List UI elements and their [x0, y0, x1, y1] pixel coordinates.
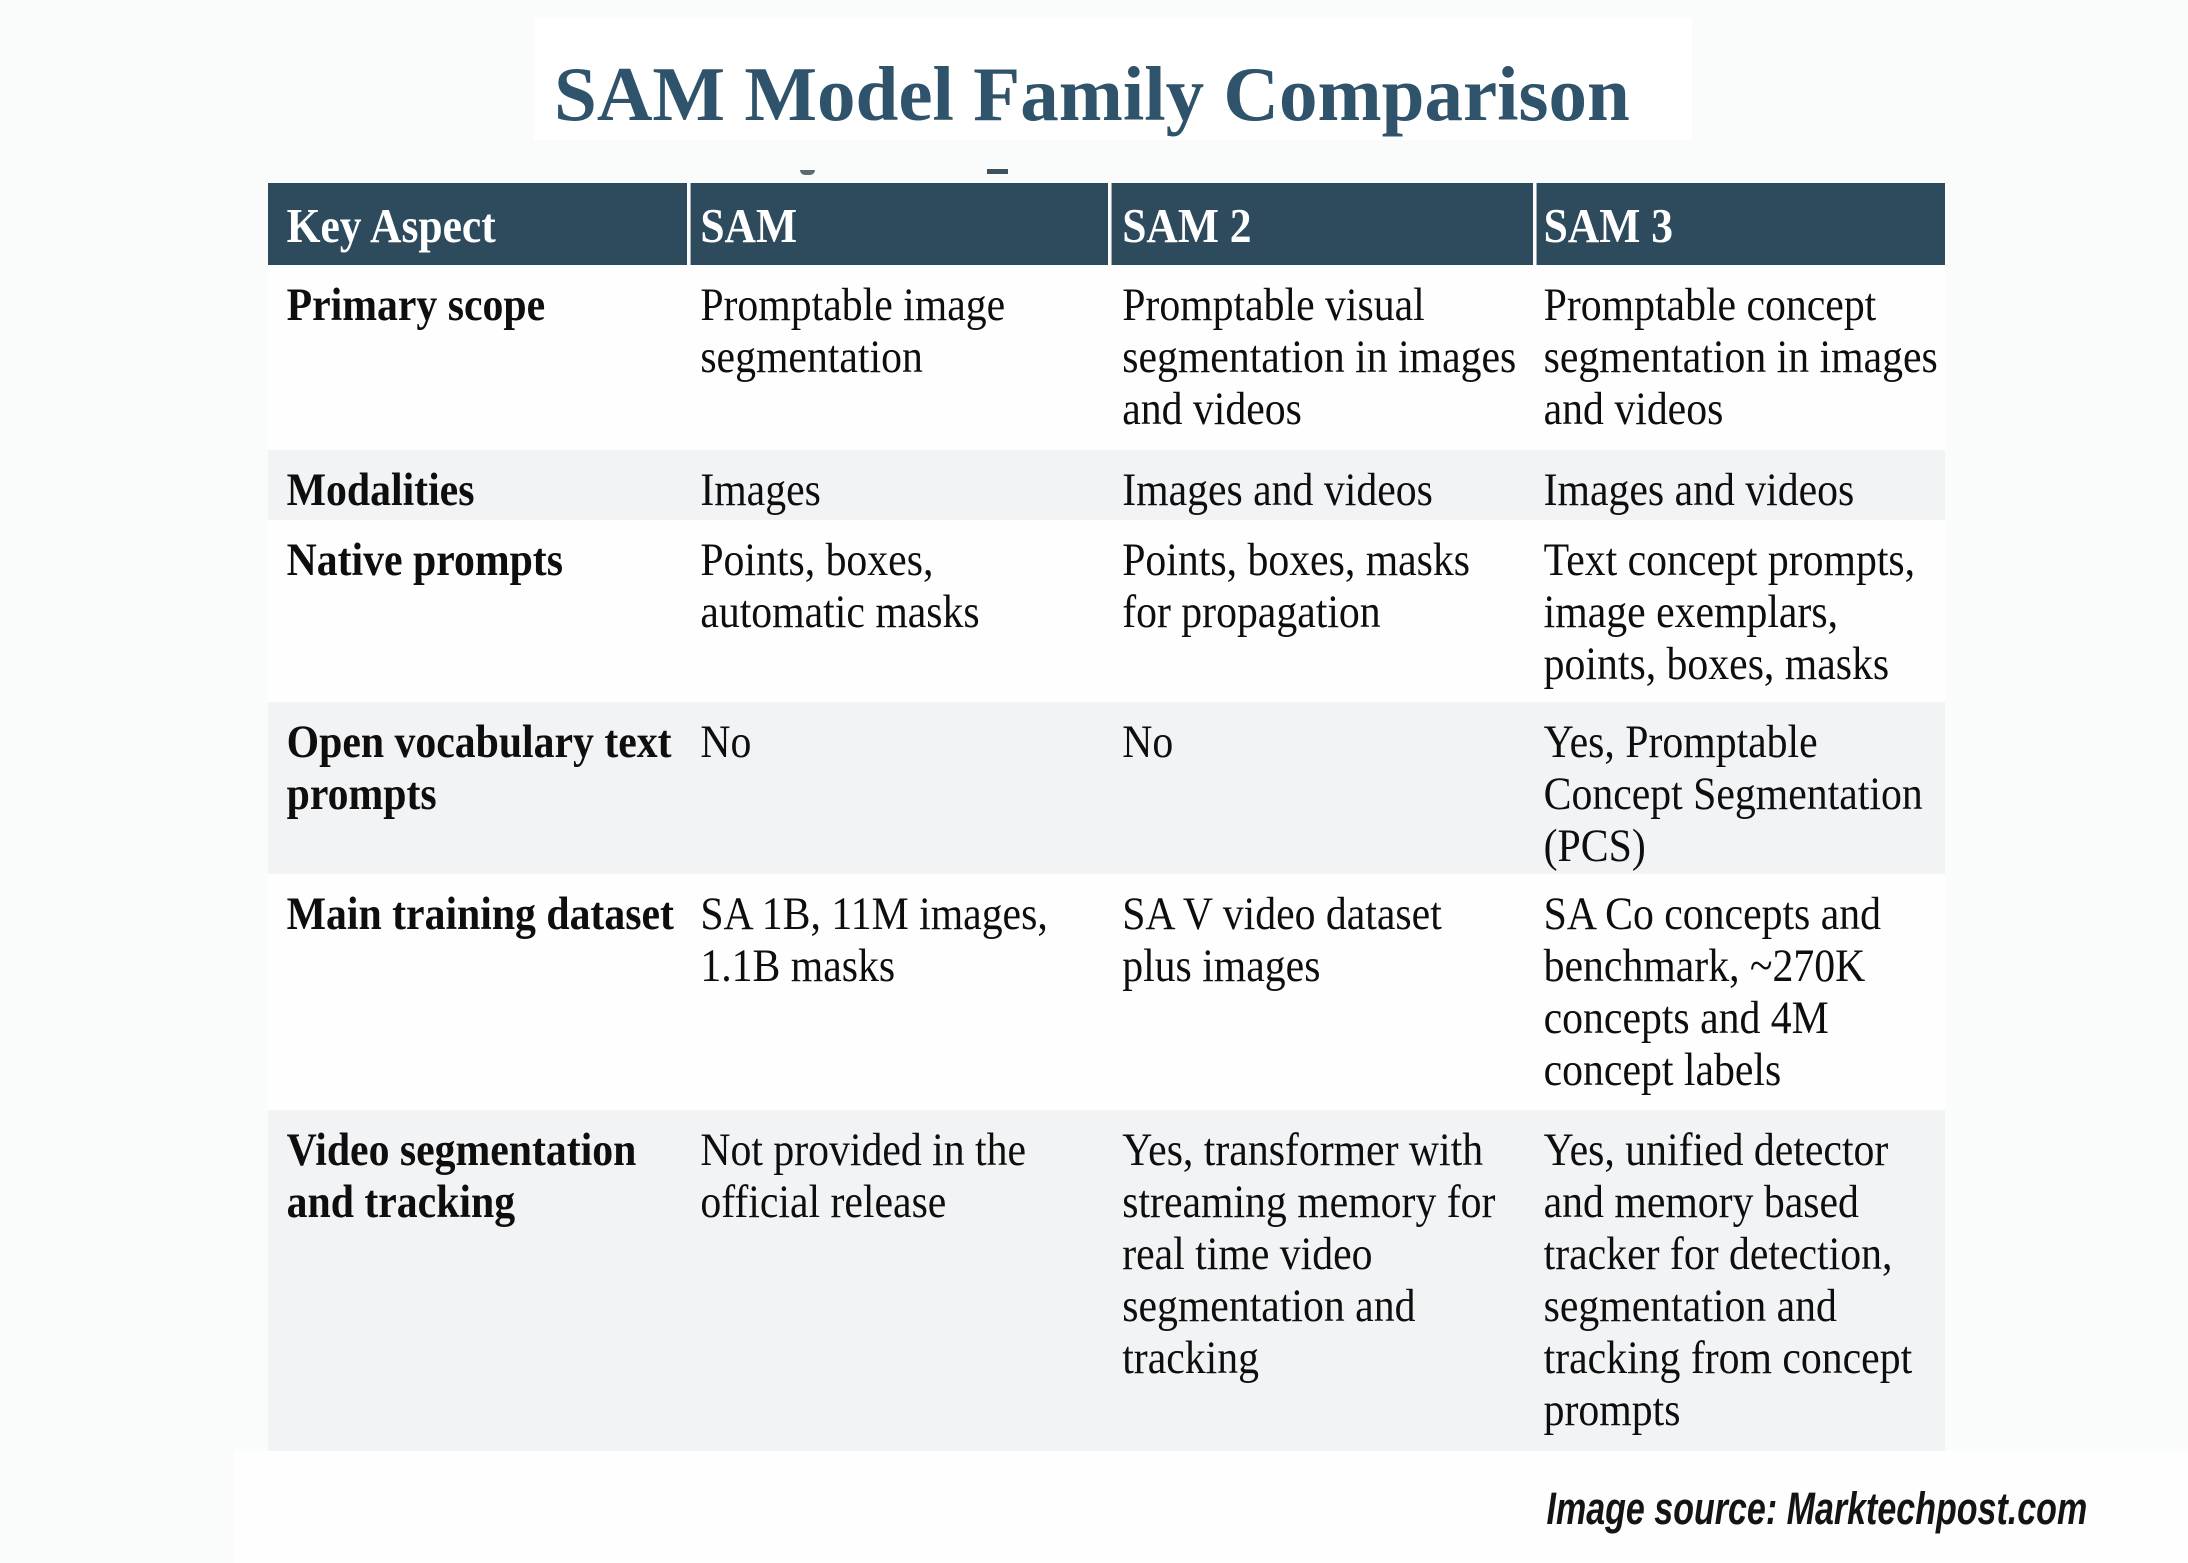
table-row-video-segmentation-and-tracking: Video segmentation and tracking Not prov… — [268, 1110, 1945, 1451]
title-background-band — [534, 18, 1692, 140]
cell-sam2: Points, boxes, masks for propagation — [1122, 534, 1471, 638]
cell-sam3: Images and videos — [1543, 464, 1855, 516]
row-label: Native prompts — [286, 534, 563, 586]
column-header-sam3: SAM 3 — [1533, 183, 1899, 265]
cell-sam: Not provided in the official release — [700, 1124, 1027, 1228]
table-row-primary-scope: Primary scope Promptable image segmentat… — [268, 265, 1945, 450]
table-row-modalities: Modalities Images Images and videos Imag… — [268, 450, 1945, 520]
cell-sam3: SA Co concepts and benchmark, ~270K conc… — [1543, 888, 1881, 1096]
cropped-text-artifact-2 — [987, 169, 1008, 174]
cell-sam: SA 1B, 11M images, 1.1B masks — [700, 888, 1048, 992]
cell-sam3: Yes, unified detector and memory based t… — [1543, 1124, 1913, 1436]
cell-sam2: Yes, transformer with streaming memory f… — [1122, 1124, 1496, 1384]
page-title: SAM Model Family Comparison — [554, 51, 1630, 137]
cell-sam3: Text concept prompts, image exemplars, p… — [1543, 534, 1916, 690]
cell-sam3: Yes, Promptable Concept Segmentation (PC… — [1543, 716, 1923, 872]
column-header-sam: SAM — [687, 183, 1061, 265]
table-header-row: Key Aspect SAM SAM 2 SAM 3 — [268, 183, 1945, 265]
table-row-main-training-dataset: Main training dataset SA 1B, 11M images,… — [268, 874, 1945, 1110]
cell-sam2: Images and videos — [1122, 464, 1433, 516]
cell-sam: No — [700, 716, 752, 768]
cell-sam2: No — [1122, 716, 1174, 768]
cell-sam2: Promptable visual segmentation in images… — [1122, 279, 1517, 435]
row-label: Primary scope — [286, 279, 546, 331]
row-label: Video segmentation and tracking — [286, 1124, 637, 1228]
cell-sam3: Promptable concept segmentation in image… — [1543, 279, 1938, 435]
table-row-native-prompts: Native prompts Points, boxes, automatic … — [268, 520, 1945, 702]
cell-sam: Promptable image segmentation — [700, 279, 1006, 383]
row-label: Modalities — [286, 464, 475, 516]
cropped-text-artifact-1 — [800, 170, 815, 175]
image-source-note: Image source: Marktechpost.com — [1546, 1483, 2087, 1534]
table-row-open-vocabulary-text-prompts: Open vocabulary text prompts No No Yes, … — [268, 702, 1945, 874]
cell-sam2: SA V video dataset plus images — [1122, 888, 1442, 992]
cell-sam: Points, boxes, automatic masks — [700, 534, 980, 638]
footer-background-band — [234, 1451, 2188, 1563]
cell-sam: Images — [700, 464, 821, 516]
column-header-key-aspect: Key Aspect — [286, 198, 496, 253]
column-header-sam2: SAM 2 — [1108, 183, 1485, 265]
row-label: Open vocabulary text prompts — [286, 716, 672, 820]
row-label: Main training dataset — [286, 888, 674, 940]
comparison-table: Key Aspect SAM SAM 2 SAM 3 Primary scope… — [268, 183, 1945, 1451]
